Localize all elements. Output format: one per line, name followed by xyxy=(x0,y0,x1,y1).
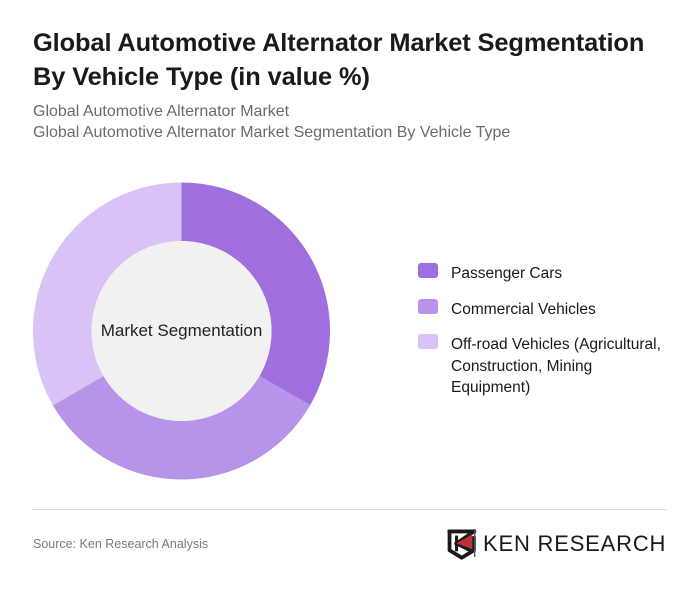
svg-text:KEN RESEARCH: KEN RESEARCH xyxy=(483,531,666,556)
